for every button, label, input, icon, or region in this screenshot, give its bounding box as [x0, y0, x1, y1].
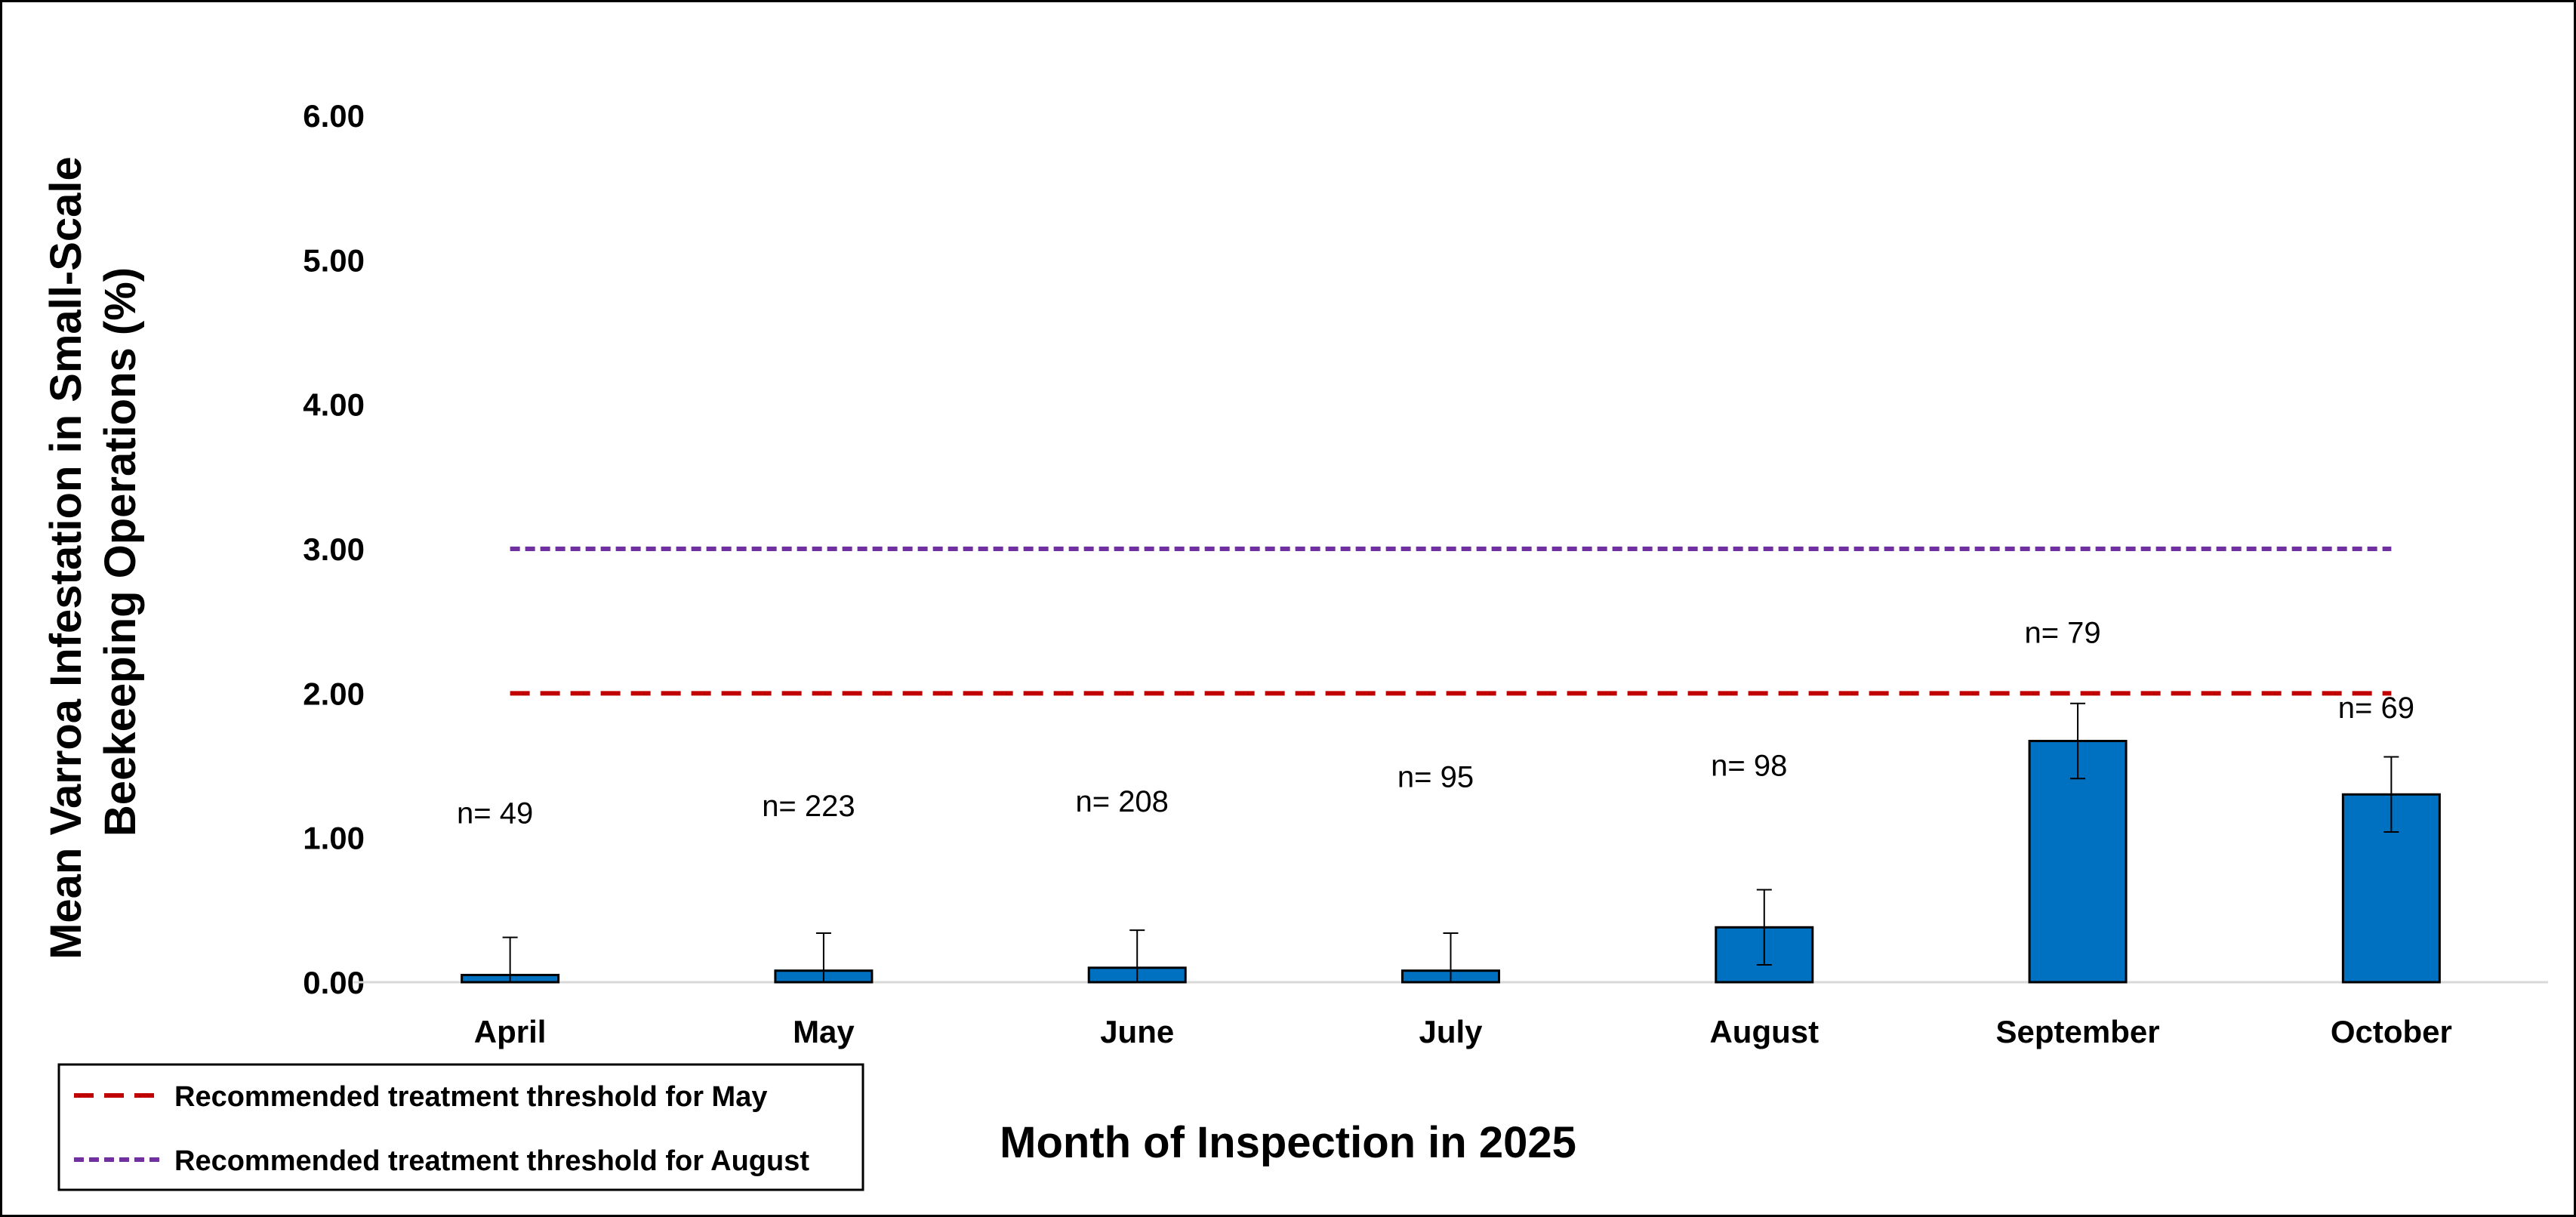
x-category-labels: April May June July August September October — [474, 1014, 2452, 1049]
bar-september — [2028, 739, 2128, 984]
sample-size-label: n= 79 — [2024, 616, 2100, 649]
x-category-label: August — [1709, 1014, 1819, 1049]
y-axis-title-line-2: Beekeeping Operations (%) — [96, 267, 145, 836]
sample-size-label: n= 208 — [1075, 785, 1168, 818]
legend-box — [57, 1063, 864, 1191]
y-tick-label: 1.00 — [303, 821, 365, 856]
legend: Recommended treatment threshold for May … — [57, 1063, 864, 1191]
x-category-label: September — [1996, 1014, 2160, 1049]
sample-size-label: n= 49 — [457, 797, 533, 830]
y-tick-label: 3.00 — [303, 531, 365, 567]
sample-size-label: n= 223 — [762, 790, 855, 823]
sample-size-labels: n= 49 n= 223 n= 208 n= 95 n= 98 n= 79 n= 69 — [457, 616, 2414, 830]
threshold-lines — [510, 547, 2392, 696]
y-axis-ticks: 0.001.002.003.004.005.006.00 — [303, 98, 365, 1000]
x-category-label: June — [1100, 1014, 1174, 1049]
sample-size-label: n= 69 — [2338, 692, 2414, 725]
x-axis-title: Month of Inspection in 2025 — [1000, 1118, 1576, 1167]
x-category-label: July — [1419, 1014, 1483, 1049]
error-bars — [502, 702, 2399, 982]
x-category-label: May — [793, 1014, 855, 1049]
legend-label-may-threshold: Recommended treatment threshold for May — [174, 1081, 767, 1113]
legend-label-august-threshold: Recommended treatment threshold for Augu… — [174, 1145, 809, 1177]
x-category-label: April — [474, 1014, 547, 1049]
y-axis-title-line-1: Mean Varroa Infestation in Small-Scale — [42, 156, 91, 960]
sample-size-label: n= 98 — [1711, 749, 1787, 782]
y-axis-title: Mean Varroa Infestation in Small-Scale B… — [42, 144, 145, 960]
y-tick-label: 2.00 — [303, 676, 365, 711]
y-tick-label: 6.00 — [303, 98, 365, 134]
x-category-label: October — [2331, 1014, 2452, 1049]
sample-size-label: n= 95 — [1397, 761, 1474, 794]
y-tick-label: 5.00 — [303, 242, 365, 278]
y-tick-label: 4.00 — [303, 387, 365, 423]
